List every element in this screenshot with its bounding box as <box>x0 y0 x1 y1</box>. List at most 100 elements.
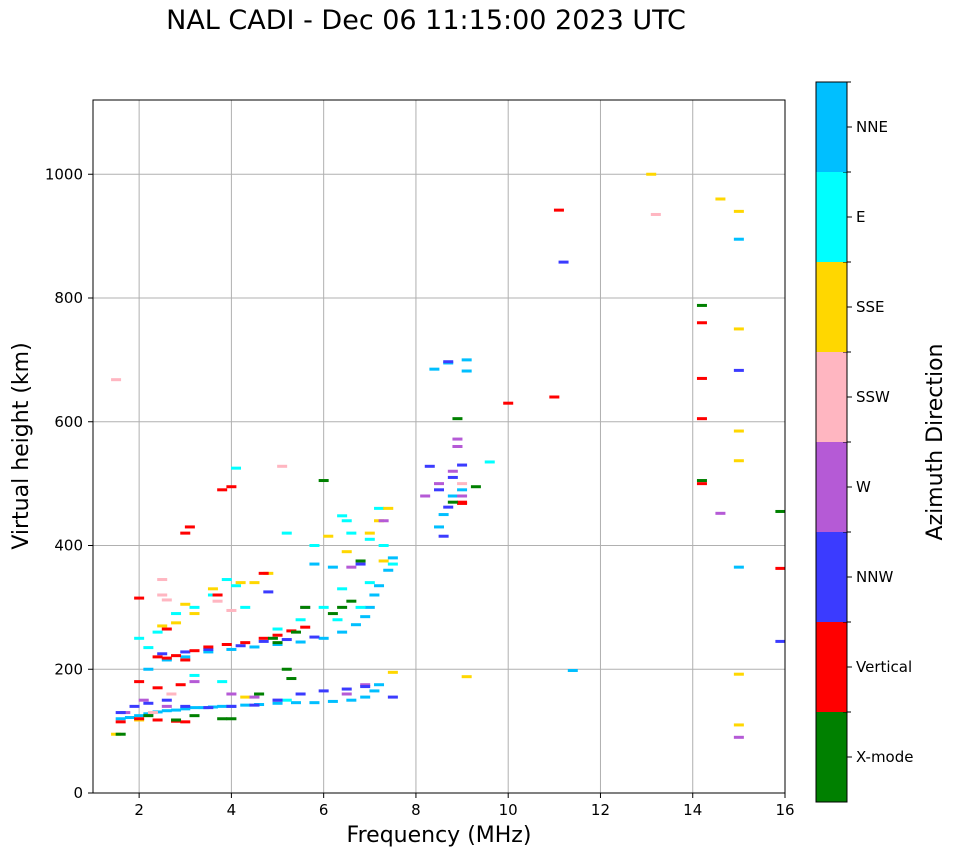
echo-point-nne <box>346 698 357 702</box>
y-tick-label: 1000 <box>45 165 83 183</box>
x-tick-label: 10 <box>499 801 518 819</box>
echo-point-nne <box>143 667 154 671</box>
echo-point-nne <box>180 655 191 659</box>
echo-point-nne <box>327 565 338 569</box>
echo-point-ssw <box>157 593 168 597</box>
colorbar-category-label: NNE <box>856 118 888 136</box>
echo-point-e <box>318 605 329 609</box>
echo-point-nne <box>369 593 380 597</box>
echo-point-e <box>281 531 292 535</box>
x-tick-label: 4 <box>227 801 237 819</box>
colorbar-category-label: E <box>856 208 865 226</box>
echo-point-sse <box>387 670 398 674</box>
echo-point-e <box>378 544 389 547</box>
echo-point-nne <box>115 717 126 721</box>
echo-point-w <box>346 565 357 569</box>
axis-ticks: 2 4 6 8 10 12 14 16 0 200 400 600 800 1000 <box>45 165 795 819</box>
x-tick-label: 14 <box>683 801 702 819</box>
echo-point-w <box>341 692 352 696</box>
echo-point-nne <box>383 568 394 572</box>
plot-frame <box>92 99 786 794</box>
echo-point-nnw <box>733 368 744 372</box>
echo-point-vertical <box>134 680 145 684</box>
echo-point-x-mode <box>272 641 283 645</box>
echo-point-w <box>378 519 389 523</box>
echo-point-x-mode <box>281 667 292 671</box>
echo-point-ssw <box>457 482 468 486</box>
echo-point-nne <box>272 643 283 646</box>
echo-point-sse <box>235 581 246 585</box>
echo-point-x-mode <box>226 717 237 721</box>
echo-point-nnw <box>272 698 283 702</box>
echo-point-nnw <box>447 475 458 479</box>
echo-point-nne <box>457 488 468 492</box>
echo-point-ssw <box>650 212 661 216</box>
echo-point-vertical <box>152 718 163 722</box>
echo-point-e <box>240 605 251 609</box>
echo-point-vertical <box>115 720 126 724</box>
echo-point-sse <box>715 197 726 201</box>
echo-point-vertical <box>180 720 191 724</box>
x-tick-label: 16 <box>775 801 794 819</box>
echo-point-nne <box>249 645 260 649</box>
echo-point-w <box>189 680 200 684</box>
echo-point-sse <box>341 550 352 554</box>
echo-point-sse <box>249 581 260 585</box>
echo-point-sse <box>207 587 218 591</box>
echo-point-x-mode <box>327 612 338 616</box>
echo-point-nne <box>733 565 744 569</box>
echo-point-x-mode <box>447 500 458 504</box>
echo-point-x-mode <box>318 479 329 483</box>
echo-point-nnw <box>443 360 454 364</box>
y-tick-label: 600 <box>54 413 83 431</box>
colorbar-swatch <box>816 622 847 712</box>
echo-point-vertical <box>180 658 191 662</box>
echo-point-vertical <box>134 717 145 721</box>
echo-point-e <box>355 605 366 609</box>
echo-point-vertical <box>152 655 163 659</box>
y-axis-label: Virtual height (km) <box>9 342 34 549</box>
echo-point-nnw <box>143 701 154 705</box>
echo-points <box>111 172 786 739</box>
colorbar-label: Azimuth Direction <box>923 343 948 540</box>
echo-point-nne <box>438 513 449 517</box>
echo-point-nne <box>240 703 251 707</box>
echo-point-sse <box>189 612 200 616</box>
echo-point-nnw <box>281 638 292 642</box>
echo-point-vertical <box>203 645 214 649</box>
x-tick-label: 6 <box>319 801 329 819</box>
echo-point-vertical <box>175 683 186 687</box>
echo-point-nnw <box>387 695 398 699</box>
echo-point-w <box>420 494 431 498</box>
echo-point-nne <box>309 562 320 566</box>
echo-point-w <box>452 437 463 441</box>
echo-point-vertical <box>696 321 707 325</box>
echo-point-nnw <box>558 260 569 264</box>
echo-point-e <box>143 646 154 650</box>
colorbar-swatch <box>816 352 847 442</box>
y-tick-label: 0 <box>73 784 83 802</box>
echo-point-sse <box>240 695 251 699</box>
echo-point-nne <box>374 584 385 588</box>
echo-point-nnw <box>258 639 269 643</box>
echo-point-e <box>189 673 200 677</box>
echo-point-nnw <box>457 463 468 467</box>
echo-point-sse <box>646 172 657 176</box>
echo-point-nne <box>350 623 361 627</box>
echo-point-vertical <box>300 625 311 629</box>
echo-point-sse <box>733 459 744 463</box>
echo-point-ssw <box>147 711 158 715</box>
echo-point-nne <box>360 695 371 699</box>
y-tick-label: 800 <box>54 289 83 307</box>
echo-point-x-mode <box>452 417 463 421</box>
echo-point-w <box>138 698 149 702</box>
grid-lines <box>93 100 786 794</box>
echo-point-x-mode <box>171 718 182 722</box>
echo-point-vertical <box>775 566 786 570</box>
echo-point-nnw <box>249 703 260 707</box>
echo-point-x-mode <box>346 599 357 603</box>
echo-point-e <box>337 587 348 591</box>
echo-point-sse <box>378 559 389 563</box>
echo-point-e <box>231 584 242 588</box>
echo-point-vertical <box>217 488 228 492</box>
